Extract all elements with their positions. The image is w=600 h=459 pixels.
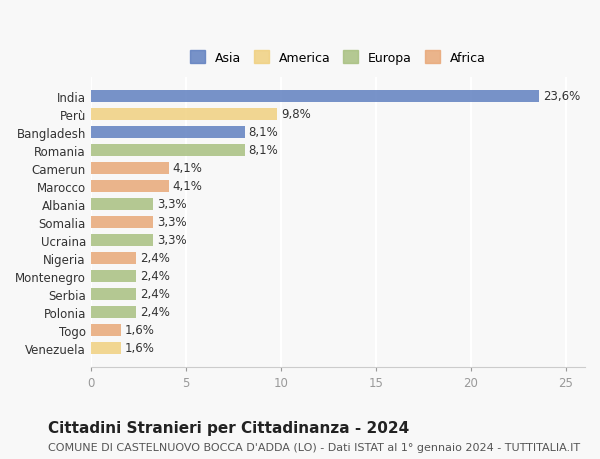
Text: 2,4%: 2,4% [140,288,170,301]
Bar [91,342,121,354]
Bar [91,198,154,210]
Text: 2,4%: 2,4% [140,270,170,283]
Bar [91,324,121,336]
Legend: Asia, America, Europa, Africa: Asia, America, Europa, Africa [185,46,490,70]
Bar [91,306,136,318]
Text: 2,4%: 2,4% [140,306,170,319]
Text: 3,3%: 3,3% [157,216,187,229]
Text: 23,6%: 23,6% [543,90,580,103]
Bar [91,252,136,264]
Bar [91,162,169,174]
Bar [91,217,154,228]
Bar [91,235,154,246]
Text: COMUNE DI CASTELNUOVO BOCCA D'ADDA (LO) - Dati ISTAT al 1° gennaio 2024 - TUTTIT: COMUNE DI CASTELNUOVO BOCCA D'ADDA (LO) … [48,442,580,452]
Bar [91,145,245,157]
Text: 4,1%: 4,1% [172,180,202,193]
Text: 2,4%: 2,4% [140,252,170,265]
Text: 1,6%: 1,6% [125,324,155,336]
Bar [91,180,169,192]
Text: 8,1%: 8,1% [248,144,278,157]
Bar [91,109,277,120]
Text: 8,1%: 8,1% [248,126,278,139]
Text: 4,1%: 4,1% [172,162,202,175]
Bar [91,270,136,282]
Text: 1,6%: 1,6% [125,341,155,354]
Bar [91,91,539,102]
Text: 3,3%: 3,3% [157,198,187,211]
Bar [91,127,245,138]
Text: Cittadini Stranieri per Cittadinanza - 2024: Cittadini Stranieri per Cittadinanza - 2… [48,420,409,435]
Bar [91,288,136,300]
Text: 9,8%: 9,8% [281,108,311,121]
Text: 3,3%: 3,3% [157,234,187,247]
